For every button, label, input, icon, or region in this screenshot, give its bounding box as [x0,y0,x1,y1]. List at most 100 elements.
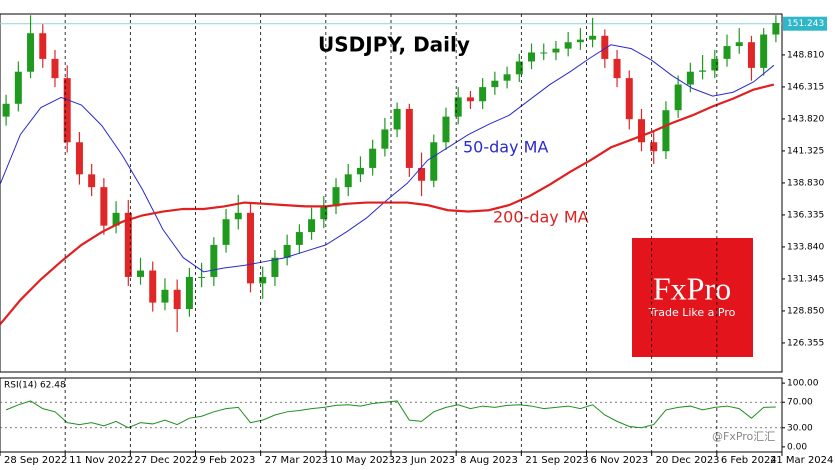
y-tick-label: 141.325 [787,146,824,156]
y-tick-label: 126.355 [787,338,824,348]
candle-body [210,244,218,277]
y-tick-label: 30.00 [787,423,813,433]
ma-line [0,44,775,273]
candle-body [381,129,389,149]
candle-body [75,142,83,175]
candle-body [650,142,658,152]
candle-body [613,58,621,79]
candle-body [222,219,230,245]
candle-body [454,97,462,117]
candle-body [442,116,450,143]
x-tick-label: 6 Feb 2024 [721,455,777,466]
candle-body [589,35,597,40]
candle-body [491,80,499,88]
candle-body [246,212,254,284]
candle-body [39,33,47,59]
candle-body [552,48,560,53]
candle-body [2,103,10,117]
candle-body [393,108,401,130]
candle-body [576,39,584,43]
candle-body [88,174,96,188]
candle-body [711,58,719,71]
candle-body [637,119,645,143]
candle-body [332,187,340,207]
candle-body [356,167,364,175]
candle-body [564,42,572,49]
candle-body [198,276,206,278]
candle-body [723,46,731,59]
x-tick-label: 21 Sep 2023 [525,455,588,466]
candle-body [760,34,768,68]
candle-body [320,206,328,220]
candle-body [344,174,352,188]
candle-body [161,289,169,303]
candle-body [772,22,780,35]
y-tick-label: 0.00 [787,442,807,452]
y-tick-label: 133.840 [787,242,824,252]
candle-body [674,84,682,111]
candle-body [271,257,279,277]
candle-body [295,232,303,245]
x-tick-label: 9 Feb 2023 [200,455,256,466]
candle-body [308,219,316,233]
x-tick-label: 11 Nov 2022 [69,455,133,466]
candle-body [540,52,548,54]
x-tick-label: 23 Jun 2023 [395,455,455,466]
candle-body [63,78,71,143]
logo-brand: FxPro [653,270,731,306]
y-tick-label: 70.00 [787,398,813,408]
candle-body [149,270,157,303]
candle-body [14,71,22,104]
last-price-box [783,16,827,31]
candle-body [479,87,487,102]
ma-label: 200-day MA [493,208,589,227]
candle-body [259,276,267,284]
candle-body [625,78,633,120]
x-tick-label: 8 Aug 2023 [460,455,518,466]
candle-body [503,74,511,81]
candle-body [430,142,438,181]
y-tick-label: 143.820 [787,114,824,124]
rsi-line [5,400,776,429]
y-tick-label: 138.830 [787,178,824,188]
last-price-label: 151.243 [787,19,824,29]
candle-body [137,270,145,277]
candle-body [283,244,291,258]
y-tick-label: 146.315 [787,82,824,92]
candle-body [662,110,670,152]
candle-body [369,148,377,168]
x-tick-label: 27 Dec 2022 [134,455,198,466]
candle-body [686,71,694,85]
candle-body [747,42,755,68]
y-tick-label: 131.345 [787,274,824,284]
candle-body [27,33,35,72]
ma-line [0,83,775,326]
chart-title: USDJPY, Daily [318,33,470,57]
logo-box [632,238,753,357]
candle-body [185,276,193,310]
candle-body [51,58,59,79]
ma-label: 50-day MA [463,138,548,157]
logo: FxPro Trade Like a Pro [64,14,753,452]
x-tick-label: 27 Mar 2023 [265,455,328,466]
candle-body [601,35,609,59]
logo-tagline: Trade Like a Pro [648,306,736,319]
candle-body [234,212,242,220]
x-tick-label: 21 Mar 2024 [770,455,833,466]
candle-body [528,52,536,62]
y-tick-label: 148.810 [787,50,824,60]
candle-body [515,61,523,75]
candle-body [735,42,743,47]
x-tick-label: 20 Dec 2023 [656,455,720,466]
watermark: @FxPro汇汇 [712,430,775,443]
candle-body [699,70,707,72]
candle-body [100,187,108,226]
candle-body [418,167,426,181]
candle-body [405,108,413,168]
candle-body [124,212,132,277]
x-tick-label: 28 Sep 2022 [4,455,67,466]
candle-body [112,212,120,226]
x-tick-label: 10 May 2023 [330,455,395,466]
y-tick-label: 100.00 [787,379,819,389]
